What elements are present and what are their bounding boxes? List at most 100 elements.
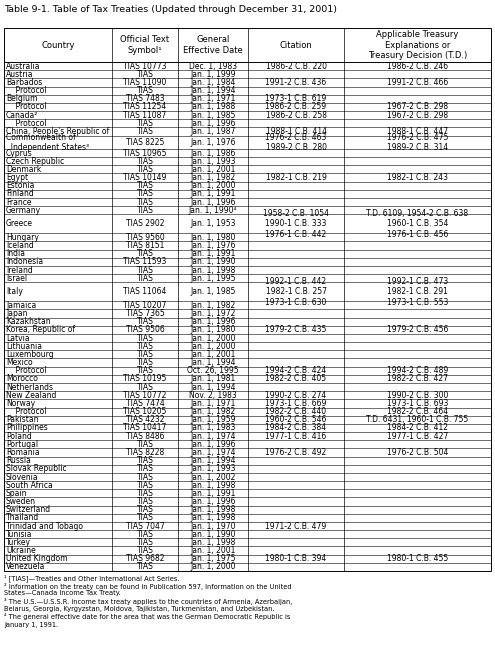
Text: Jan. 1, 1993: Jan. 1, 1993	[190, 157, 236, 166]
Text: TIAS: TIAS	[137, 481, 153, 490]
Text: TIAS 8486: TIAS 8486	[126, 432, 164, 441]
Text: TIAS: TIAS	[137, 473, 153, 481]
Text: Venezuela: Venezuela	[6, 562, 46, 571]
Text: 1976-2 C.B. 463
1989-2 C.B. 280: 1976-2 C.B. 463 1989-2 C.B. 280	[265, 133, 327, 152]
Text: Jan. 1, 1976: Jan. 1, 1976	[190, 138, 236, 147]
Text: TIAS 10149: TIAS 10149	[123, 173, 167, 182]
Text: 1982-2 C.B. 440: 1982-2 C.B. 440	[265, 407, 327, 416]
Text: 1971-2 C.B. 479: 1971-2 C.B. 479	[265, 522, 327, 530]
Text: TIAS: TIAS	[137, 440, 153, 449]
Text: Poland: Poland	[6, 432, 32, 441]
Text: Jan. 1, 1991: Jan. 1, 1991	[190, 489, 236, 498]
Text: Luxembourg: Luxembourg	[6, 350, 53, 359]
Text: Philippines: Philippines	[6, 423, 48, 432]
Text: 1982-2 C.B. 427: 1982-2 C.B. 427	[387, 374, 448, 383]
Text: 1988-1 C.B. 447: 1988-1 C.B. 447	[387, 127, 448, 136]
Text: TIAS: TIAS	[137, 317, 153, 326]
Text: Iceland: Iceland	[6, 241, 34, 250]
Text: Jan. 1, 1971: Jan. 1, 1971	[190, 94, 236, 103]
Text: Jan. 1, 1993: Jan. 1, 1993	[190, 464, 236, 473]
Text: Italy: Italy	[6, 287, 23, 296]
Text: Jan. 1, 1982: Jan. 1, 1982	[191, 407, 236, 416]
Text: China, People's Republic of: China, People's Republic of	[6, 127, 109, 136]
Text: Sweden: Sweden	[6, 497, 36, 506]
Text: Applicable Treasury
Explanations or
Treasury Decision (T.D.): Applicable Treasury Explanations or Trea…	[368, 30, 467, 60]
Text: Dec. 1, 1983: Dec. 1, 1983	[189, 61, 237, 71]
Text: Protocol: Protocol	[6, 86, 47, 95]
Text: Ukraine: Ukraine	[6, 546, 36, 555]
Text: 1990-2 C.B. 300: 1990-2 C.B. 300	[387, 390, 448, 400]
Text: Jan. 1, 1994: Jan. 1, 1994	[190, 86, 236, 95]
Text: Jan. 1, 1975: Jan. 1, 1975	[190, 554, 236, 564]
Text: 1986-2 C.B. 220: 1986-2 C.B. 220	[265, 61, 327, 71]
Text: 1977-1 C.B. 427: 1977-1 C.B. 427	[387, 432, 448, 441]
Text: Jamaica: Jamaica	[6, 301, 36, 310]
Text: Nov. 2, 1983: Nov. 2, 1983	[189, 390, 237, 400]
Text: 1980-1 C.B. 455: 1980-1 C.B. 455	[387, 554, 448, 564]
Text: ² Information on the treaty can be found in Publication 597, Information on the : ² Information on the treaty can be found…	[4, 582, 292, 596]
Text: Jan. 1, 1990: Jan. 1, 1990	[190, 257, 236, 266]
Text: 1986-2 C.B. 246: 1986-2 C.B. 246	[387, 61, 448, 71]
Text: 1984-2 C.B. 384: 1984-2 C.B. 384	[265, 423, 327, 432]
Text: Canada²: Canada²	[6, 110, 39, 119]
Text: T.D. 6109, 1954-2 C.B. 638
1960-1 C.B. 354
1976-1 C.B. 456: T.D. 6109, 1954-2 C.B. 638 1960-1 C.B. 3…	[366, 209, 469, 239]
Text: TIAS: TIAS	[137, 334, 153, 343]
Text: Jan. 1, 1994: Jan. 1, 1994	[190, 456, 236, 465]
Text: ³ The U.S.—U.S.S.R. income tax treaty applies to the countries of Armenia, Azerb: ³ The U.S.—U.S.S.R. income tax treaty ap…	[4, 598, 292, 612]
Text: TIAS: TIAS	[137, 165, 153, 174]
Text: Jan. 1, 1959: Jan. 1, 1959	[190, 415, 236, 424]
Text: Romania: Romania	[6, 448, 40, 457]
Text: Portugal: Portugal	[6, 440, 38, 449]
Text: TIAS: TIAS	[137, 383, 153, 392]
Text: Turkey: Turkey	[6, 538, 31, 547]
Text: Jan. 1, 1981: Jan. 1, 1981	[191, 374, 236, 383]
Text: Germany: Germany	[6, 206, 41, 215]
Text: Jan. 1, 1996: Jan. 1, 1996	[190, 497, 236, 506]
Text: Jan. 1, 2001: Jan. 1, 2001	[190, 350, 236, 359]
Text: 1982-1 C.B. 219: 1982-1 C.B. 219	[265, 173, 326, 182]
Text: TIAS: TIAS	[137, 189, 153, 199]
Text: 1982-1 C.B. 243: 1982-1 C.B. 243	[387, 173, 448, 182]
Text: Jan. 1, 1990⁴: Jan. 1, 1990⁴	[189, 206, 237, 215]
Text: 1992-1 C.B. 442
1982-1 C.B. 257
1973-1 C.B. 630: 1992-1 C.B. 442 1982-1 C.B. 257 1973-1 C…	[265, 277, 327, 307]
Text: Jan. 1, 1998: Jan. 1, 1998	[190, 266, 236, 274]
Text: 1979-2 C.B. 435: 1979-2 C.B. 435	[265, 325, 327, 334]
Text: Czech Republic: Czech Republic	[6, 157, 64, 166]
Text: General
Effective Date: General Effective Date	[183, 35, 243, 55]
Text: TIAS 2902: TIAS 2902	[126, 219, 164, 229]
Text: TIAS 7365: TIAS 7365	[126, 309, 164, 318]
Text: TIAS 10207: TIAS 10207	[123, 301, 167, 310]
Text: 1992-1 C.B. 473
1982-1 C.B. 291
1973-1 C.B. 553: 1992-1 C.B. 473 1982-1 C.B. 291 1973-1 C…	[387, 277, 448, 307]
Text: Estonia: Estonia	[6, 182, 34, 190]
Text: TIAS 8225: TIAS 8225	[126, 138, 164, 147]
Text: Protocol: Protocol	[6, 103, 47, 112]
Text: Jan. 1, 1972: Jan. 1, 1972	[190, 309, 236, 318]
Text: Jan. 1, 2000: Jan. 1, 2000	[190, 182, 236, 190]
Text: Finland: Finland	[6, 189, 34, 199]
Text: Jan. 1, 1953: Jan. 1, 1953	[190, 219, 236, 229]
Text: 1976-2 C.B. 504: 1976-2 C.B. 504	[387, 448, 448, 457]
Text: Jan. 1, 1996: Jan. 1, 1996	[190, 119, 236, 128]
Text: 1977-1 C.B. 416: 1977-1 C.B. 416	[265, 432, 327, 441]
Text: Greece: Greece	[6, 219, 33, 229]
Text: TIAS: TIAS	[137, 456, 153, 465]
Text: TIAS: TIAS	[137, 342, 153, 351]
Text: Slovak Republic: Slovak Republic	[6, 464, 67, 473]
Text: Jan. 1, 1985: Jan. 1, 1985	[190, 110, 236, 119]
Text: Jan. 1, 1984: Jan. 1, 1984	[190, 78, 236, 87]
Text: TIAS: TIAS	[137, 562, 153, 571]
Text: United Kingdom: United Kingdom	[6, 554, 67, 564]
Text: 1976-2 C.B. 475
1989-2 C.B. 314: 1976-2 C.B. 475 1989-2 C.B. 314	[387, 133, 448, 152]
Text: TIAS: TIAS	[137, 119, 153, 128]
Text: TIAS 7047: TIAS 7047	[126, 522, 164, 530]
Text: South Africa: South Africa	[6, 481, 53, 490]
Text: TIAS: TIAS	[137, 157, 153, 166]
Text: Protocol: Protocol	[6, 366, 47, 375]
Text: New Zealand: New Zealand	[6, 390, 56, 400]
Text: Morocco: Morocco	[6, 374, 38, 383]
Text: TIAS 11593: TIAS 11593	[123, 257, 167, 266]
Text: Slovenia: Slovenia	[6, 473, 39, 481]
Text: Indonesia: Indonesia	[6, 257, 43, 266]
Text: Kazakhstan: Kazakhstan	[6, 317, 50, 326]
Text: Jan. 1, 1985: Jan. 1, 1985	[190, 287, 236, 296]
